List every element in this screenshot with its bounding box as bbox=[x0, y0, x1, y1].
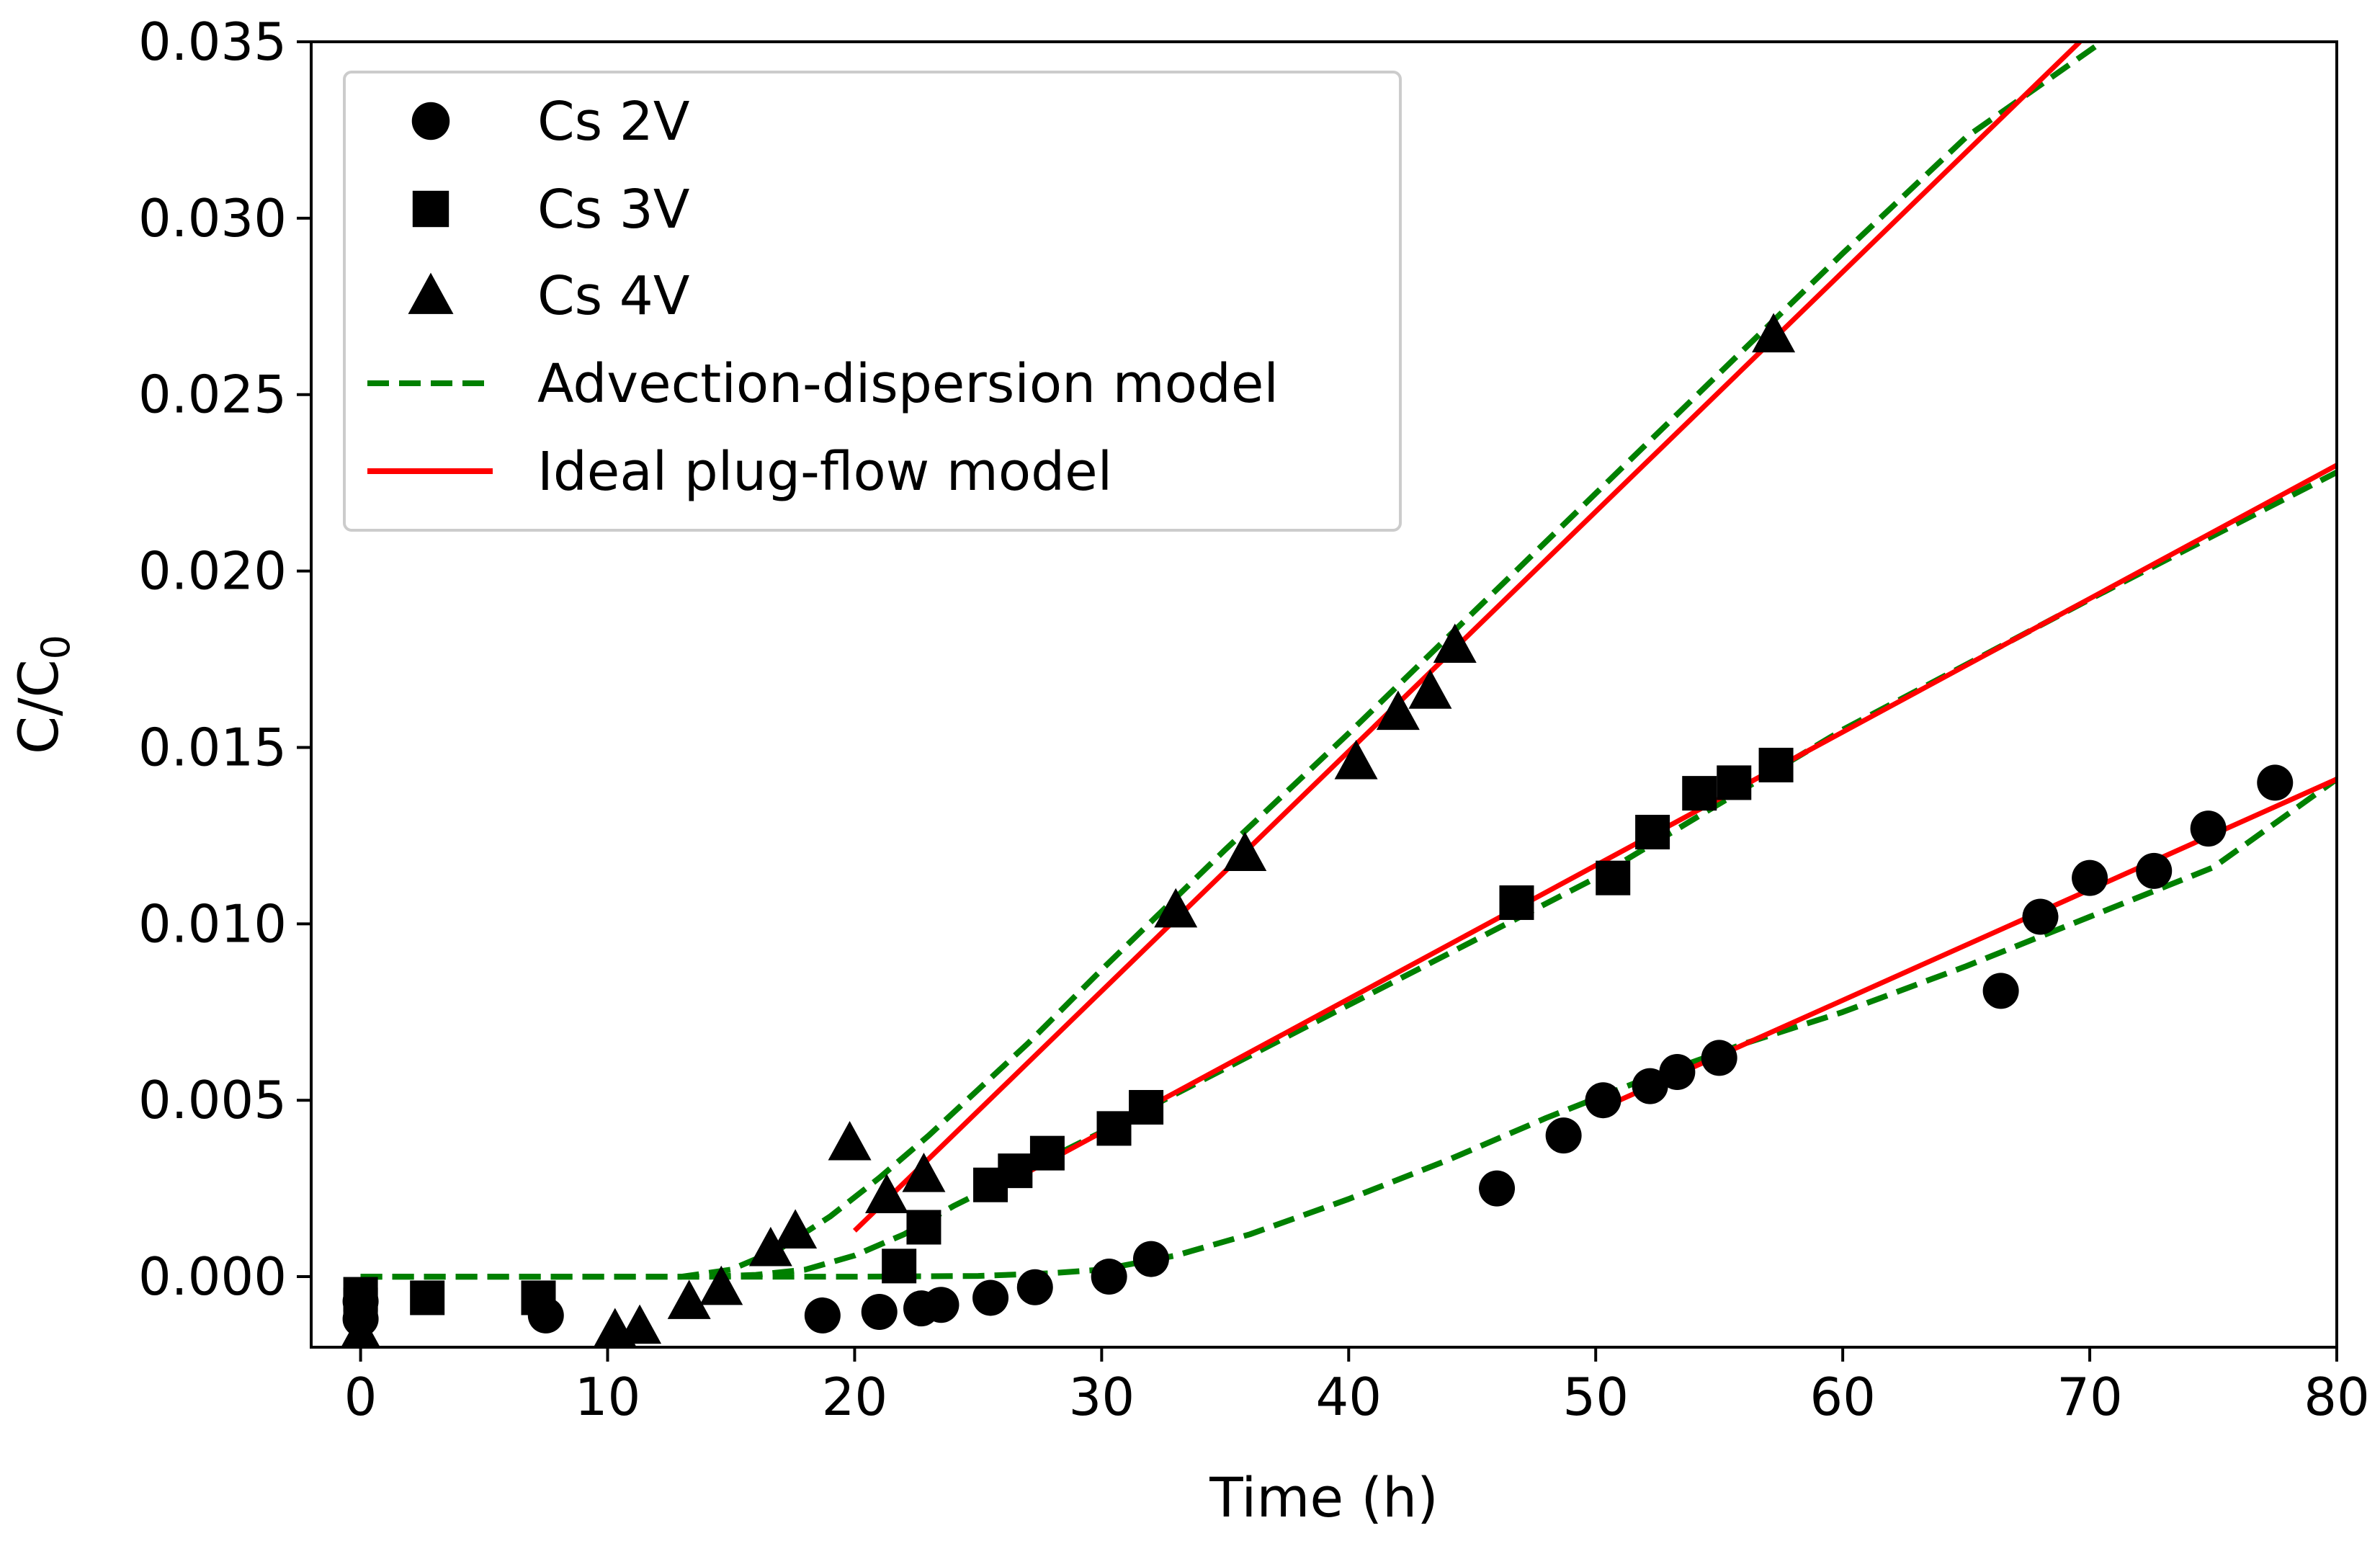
y-axis-title: C/C0 bbox=[6, 635, 79, 754]
x-tick-label: 30 bbox=[1069, 1367, 1135, 1427]
data-point-cs-2v bbox=[2136, 852, 2173, 889]
data-point-cs-3v bbox=[1129, 1089, 1164, 1125]
plot-area bbox=[341, 42, 2337, 1347]
data-point-cs-2v bbox=[1132, 1241, 1169, 1277]
x-tick-label: 60 bbox=[1809, 1367, 1876, 1427]
data-point-cs-4v bbox=[667, 1279, 711, 1319]
y-tick-label: 0.005 bbox=[138, 1070, 287, 1130]
legend-label-advection-dispersion-model: Advection-dispersion model bbox=[537, 353, 1279, 415]
data-point-cs-3v bbox=[882, 1249, 917, 1284]
plot-frame bbox=[310, 40, 2338, 1349]
y-tick-label: 0.020 bbox=[138, 541, 287, 602]
data-point-cs-4v bbox=[1376, 690, 1420, 731]
data-point-cs-4v bbox=[1223, 831, 1267, 871]
data-point-cs-3v bbox=[906, 1210, 941, 1245]
y-tick-label: 0.015 bbox=[138, 717, 287, 777]
data-point-cs-4v bbox=[1752, 313, 1796, 353]
data-point-cs-3v bbox=[998, 1153, 1033, 1189]
axes-ticks: 0 10 20 30 40 50 60 70 80 0.000 0.005 0.010 0.015 0.0… bbox=[138, 12, 2370, 1427]
data-point-cs-3v bbox=[1758, 747, 1794, 782]
data-point-cs-4v bbox=[618, 1304, 662, 1344]
data-point-cs-2v bbox=[1016, 1269, 1053, 1305]
data-point-cs-3v bbox=[1029, 1135, 1065, 1171]
plot-clip-group bbox=[341, 42, 2337, 1347]
data-point-cs-2v bbox=[2022, 898, 2059, 935]
data-point-cs-2v bbox=[1632, 1068, 1668, 1104]
y-tick-label: 0.025 bbox=[138, 365, 287, 425]
data-point-cs-4v bbox=[828, 1120, 872, 1161]
y-axis-title-subscript: 0 bbox=[33, 635, 79, 659]
y-axis-title-main: C/C bbox=[6, 659, 71, 754]
legend-marker-cs-4v bbox=[408, 272, 454, 314]
y-tick-label: 0.000 bbox=[138, 1246, 287, 1307]
data-point-cs-3v bbox=[521, 1280, 556, 1316]
data-point-cs-2v bbox=[923, 1287, 959, 1323]
data-point-cs-3v bbox=[1499, 885, 1534, 920]
data-point-cs-3v bbox=[1596, 860, 1631, 895]
legend-box bbox=[343, 71, 1402, 532]
data-point-cs-4v bbox=[1154, 888, 1198, 928]
legend-label-cs-3v: Cs 3V bbox=[537, 179, 690, 241]
data-point-cs-4v bbox=[1433, 623, 1477, 664]
data-point-cs-2v bbox=[1545, 1117, 1582, 1154]
x-tick-label: 20 bbox=[822, 1367, 888, 1427]
data-point-cs-4v bbox=[748, 1226, 792, 1267]
legend-label-cs-4v: Cs 4V bbox=[537, 265, 690, 327]
y-tick-label: 0.010 bbox=[138, 893, 287, 954]
data-point-cs-4v bbox=[774, 1209, 818, 1249]
legend-marker-cs-3v bbox=[412, 190, 449, 228]
data-point-cs-3v bbox=[1635, 814, 1670, 849]
data-point-cs-2v bbox=[1091, 1259, 1127, 1295]
data-point-cs-4v bbox=[865, 1174, 909, 1214]
data-point-cs-4v bbox=[902, 1153, 946, 1192]
data-point-cs-4v bbox=[341, 1311, 380, 1347]
x-tick-label: 0 bbox=[344, 1367, 377, 1427]
legend-marker-cs-2v bbox=[411, 102, 450, 140]
data-point-cs-4v bbox=[699, 1265, 743, 1305]
x-tick-label: 70 bbox=[2057, 1367, 2123, 1427]
data-point-cs-2v bbox=[1701, 1040, 1737, 1076]
legend: Cs 2V Cs 3V Cs 4V Advection-dispersion mode… bbox=[343, 71, 1402, 532]
x-axis-title: Time (h) bbox=[1209, 1465, 1439, 1529]
data-point-cs-2v bbox=[861, 1294, 898, 1331]
data-point-cs-2v bbox=[2072, 859, 2108, 896]
data-point-cs-2v bbox=[804, 1297, 841, 1334]
x-tick-label: 80 bbox=[2304, 1367, 2370, 1427]
data-point-cs-2v bbox=[972, 1279, 1009, 1316]
data-point-cs-2v bbox=[1585, 1082, 1621, 1119]
data-point-cs-4v bbox=[1408, 669, 1452, 709]
y-axis-title-group: C/C0 bbox=[6, 635, 79, 754]
plug-flow-line-cs-4v bbox=[852, 42, 2082, 1233]
data-point-cs-4v bbox=[1334, 740, 1378, 780]
x-tick-label: 40 bbox=[1315, 1367, 1382, 1427]
y-tick-label: 0.035 bbox=[138, 12, 287, 72]
legend-label-cs-2v: Cs 2V bbox=[537, 91, 690, 153]
data-point-cs-3v bbox=[1717, 765, 1752, 800]
data-point-cs-3v bbox=[1682, 776, 1717, 811]
legend-label-ideal-plug-flow-model: Ideal plug-flow model bbox=[537, 441, 1112, 503]
x-tick-label: 50 bbox=[1562, 1367, 1629, 1427]
data-point-cs-2v bbox=[1479, 1170, 1516, 1207]
data-point-cs-2v bbox=[1659, 1054, 1696, 1091]
y-tick-label: 0.030 bbox=[138, 188, 287, 249]
data-point-cs-3v bbox=[1096, 1111, 1132, 1146]
x-tick-label: 10 bbox=[575, 1367, 641, 1427]
data-point-cs-2v bbox=[2257, 764, 2294, 801]
data-point-cs-3v bbox=[410, 1280, 445, 1316]
data-point-cs-2v bbox=[2190, 810, 2227, 847]
data-point-cs-2v bbox=[1982, 973, 2019, 1009]
